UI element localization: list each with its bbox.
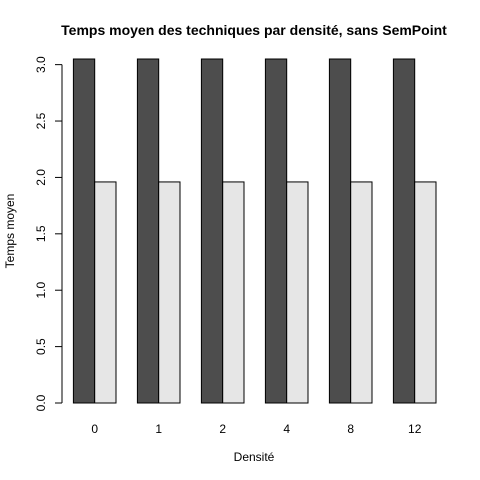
x-tick-label: 2 <box>219 422 226 436</box>
bar <box>414 181 437 404</box>
y-tick-label: 0.5 <box>34 338 48 355</box>
bar <box>72 58 96 404</box>
x-axis-label: Densité <box>234 450 275 464</box>
bar <box>136 58 160 404</box>
bar <box>392 58 416 404</box>
x-tick-label: 12 <box>408 422 422 436</box>
x-tick-label: 8 <box>347 422 354 436</box>
y-tick-label: 0.0 <box>34 394 48 411</box>
y-tick-label: 1.5 <box>34 225 48 242</box>
chart-title: Temps moyen des techniques par densité, … <box>61 22 447 38</box>
bar <box>200 58 224 404</box>
bar <box>222 181 245 404</box>
x-tick-labels: 0 1 2 4 8 12 <box>91 422 421 436</box>
y-tick-label: 2.5 <box>34 112 48 129</box>
x-tick-label: 0 <box>91 422 98 436</box>
y-tick-label: 1.0 <box>34 282 48 299</box>
bar <box>350 181 373 404</box>
bar <box>328 58 352 404</box>
y-axis-label: Temps moyen <box>3 194 17 269</box>
bar <box>286 181 309 404</box>
y-tick-label: 2.0 <box>34 169 48 186</box>
x-tick-label: 1 <box>155 422 162 436</box>
y-axis: 0.0 0.5 1.0 1.5 2.0 2.5 3.0 <box>34 56 63 411</box>
bar <box>158 181 181 404</box>
x-tick-label: 4 <box>283 422 290 436</box>
y-tick-label: 3.0 <box>34 56 48 73</box>
bar <box>264 58 288 404</box>
bars-group <box>72 58 437 404</box>
bar <box>94 181 117 404</box>
